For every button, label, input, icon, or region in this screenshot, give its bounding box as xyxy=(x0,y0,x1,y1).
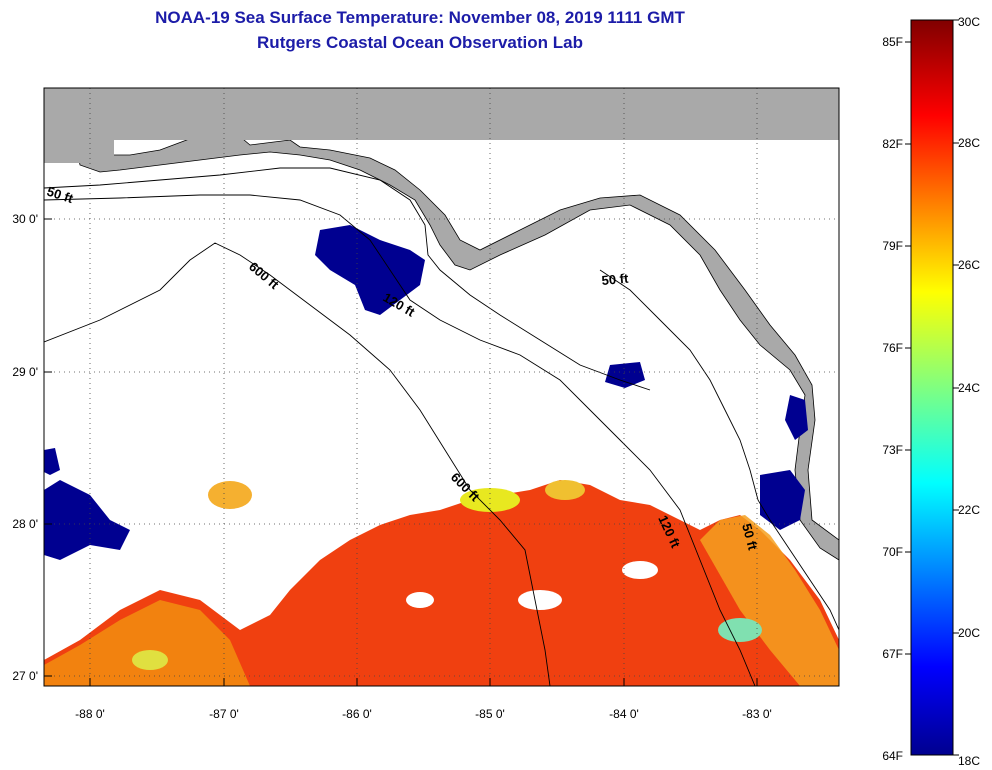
colorbar-c-label: 28C xyxy=(958,136,980,150)
sst-orange-band xyxy=(44,600,250,686)
colorbar-c-label: 24C xyxy=(958,381,980,395)
colorbar-f-label: 73F xyxy=(882,443,903,457)
lat-label: 27 0' xyxy=(12,669,38,683)
latitude-labels: 30 0' 29 0' 28 0' 27 0' xyxy=(12,212,38,683)
contour-50ft-north xyxy=(44,167,651,391)
colorbar-c-label: 20C xyxy=(958,626,980,640)
contour-label-50ft: 50 ft xyxy=(601,271,630,288)
lon-label: -86 0' xyxy=(342,707,372,721)
contour-50ft-east xyxy=(599,269,839,631)
lon-label: -87 0' xyxy=(209,707,239,721)
contour-120ft xyxy=(44,194,756,686)
colorbar-f-label: 82F xyxy=(882,137,903,151)
colorbar-f-label: 85F xyxy=(882,35,903,49)
lat-label: 30 0' xyxy=(12,212,38,226)
map-subtitle: Rutgers Coastal Ocean Observation Lab xyxy=(257,33,583,52)
colorbar-fahrenheit-labels: 85F 82F 79F 76F 73F 70F 67F 64F xyxy=(882,35,903,763)
sst-cool-patches xyxy=(132,480,762,670)
colorbar-celsius-labels: 30C 28C 26C 24C 22C 20C 18C xyxy=(958,15,980,768)
colorbar-c-label: 30C xyxy=(958,15,980,29)
colorbar-f-label: 64F xyxy=(882,749,903,763)
land-west xyxy=(44,88,114,163)
colorbar-ticks xyxy=(905,19,959,756)
colorbar-c-label: 26C xyxy=(958,258,980,272)
colorbar-f-label: 67F xyxy=(882,647,903,661)
lon-label: -83 0' xyxy=(742,707,772,721)
axis-ticks xyxy=(44,218,758,686)
lat-label: 28 0' xyxy=(12,517,38,531)
colorbar-f-label: 79F xyxy=(882,239,903,253)
sst-warm-region xyxy=(44,480,839,686)
longitude-labels: -88 0' -87 0' -86 0' -85 0' -84 0' -83 0… xyxy=(75,707,772,721)
lon-label: -88 0' xyxy=(75,707,105,721)
land-north xyxy=(110,88,839,140)
sst-cold-patches xyxy=(44,225,808,560)
sst-coastal-warm xyxy=(700,515,839,686)
colorbar-f-label: 76F xyxy=(882,341,903,355)
colorbar xyxy=(910,19,954,756)
lon-label: -85 0' xyxy=(475,707,505,721)
bathymetry-contours xyxy=(44,167,839,686)
map-title: NOAA-19 Sea Surface Temperature: Novembe… xyxy=(155,8,685,27)
lat-label: 29 0' xyxy=(12,365,38,379)
contour-label-50ft: 50 ft xyxy=(739,522,761,552)
lon-label: -84 0' xyxy=(609,707,639,721)
colorbar-f-label: 70F xyxy=(882,545,903,559)
colorbar-c-label: 18C xyxy=(958,754,980,768)
colorbar-c-label: 22C xyxy=(958,503,980,517)
contour-600ft xyxy=(44,242,551,686)
